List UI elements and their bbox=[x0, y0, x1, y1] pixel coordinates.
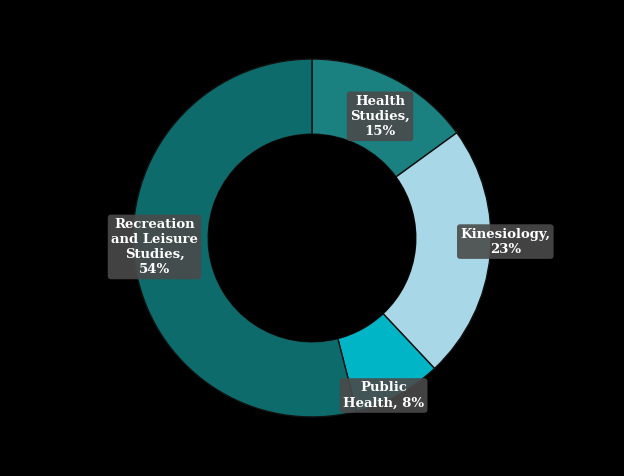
Text: Kinesiology,
23%: Kinesiology, 23% bbox=[461, 228, 550, 256]
Text: Public
Health, 8%: Public Health, 8% bbox=[343, 381, 424, 409]
Text: Recreation
and Leisure
Studies,
54%: Recreation and Leisure Studies, 54% bbox=[111, 218, 198, 276]
Wedge shape bbox=[312, 59, 457, 177]
Wedge shape bbox=[383, 133, 491, 368]
Wedge shape bbox=[338, 314, 434, 411]
Text: Health
Studies,
15%: Health Studies, 15% bbox=[350, 95, 410, 138]
Wedge shape bbox=[133, 59, 356, 417]
Circle shape bbox=[208, 134, 416, 342]
